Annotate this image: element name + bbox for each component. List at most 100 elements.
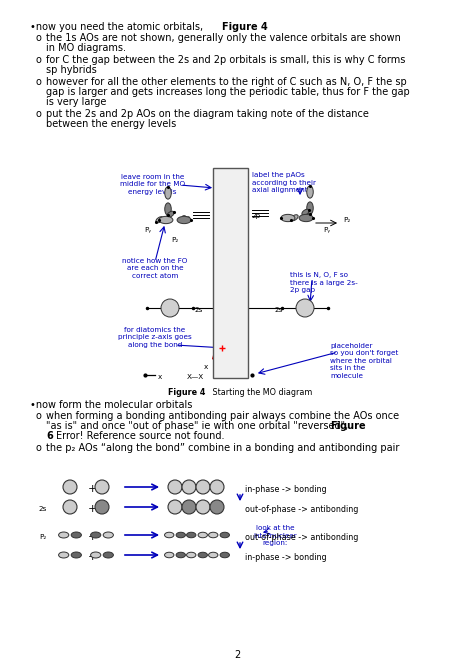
Circle shape xyxy=(210,500,224,514)
Text: placeholder
so you don't forget
where the orbital
sits in the
molecule: placeholder so you don't forget where th… xyxy=(330,343,398,379)
Text: +: + xyxy=(88,532,97,542)
Text: in-phase -> bonding: in-phase -> bonding xyxy=(245,484,327,494)
Text: o: o xyxy=(36,109,42,119)
Ellipse shape xyxy=(164,552,174,557)
Ellipse shape xyxy=(220,532,229,538)
Text: look at the
internuclear
region:: look at the internuclear region: xyxy=(253,525,297,546)
Text: Pₓ: Pₓ xyxy=(164,188,172,194)
Text: sp hybrids: sp hybrids xyxy=(46,65,97,75)
Text: notice how the FO
are each on the
correct atom: notice how the FO are each on the correc… xyxy=(122,258,188,279)
Text: out-of-phase -> antibonding: out-of-phase -> antibonding xyxy=(245,505,358,513)
Text: this is N, O, F so
there is a large 2s-
2p gap: this is N, O, F so there is a large 2s- … xyxy=(290,272,358,293)
Text: 2p: 2p xyxy=(251,213,260,219)
Text: x—: x— xyxy=(230,374,241,380)
Text: •now you need the atomic orbitals,: •now you need the atomic orbitals, xyxy=(30,22,206,32)
Text: P₂: P₂ xyxy=(39,534,46,540)
Ellipse shape xyxy=(302,209,309,215)
Text: 6: 6 xyxy=(46,431,53,441)
Ellipse shape xyxy=(165,187,171,199)
Text: Pᵧ: Pᵧ xyxy=(145,227,152,233)
Circle shape xyxy=(168,480,182,494)
Bar xyxy=(213,168,248,378)
Ellipse shape xyxy=(71,552,82,558)
Text: between the energy levels: between the energy levels xyxy=(46,119,176,129)
Text: y: y xyxy=(224,328,228,334)
Text: 2s: 2s xyxy=(274,307,283,313)
Text: when forming a bonding antibonding pair always combine the AOs once: when forming a bonding antibonding pair … xyxy=(46,411,399,421)
Circle shape xyxy=(182,480,196,494)
Ellipse shape xyxy=(167,211,174,217)
Text: is very large: is very large xyxy=(46,97,106,107)
Circle shape xyxy=(63,480,77,494)
Text: for C the gap between the 2s and 2p orbitals is small, this is why C forms: for C the gap between the 2s and 2p orbi… xyxy=(46,55,405,65)
Text: +: + xyxy=(88,504,97,514)
Text: o: o xyxy=(36,55,42,65)
Ellipse shape xyxy=(209,552,218,557)
Text: X—X: X—X xyxy=(186,374,204,380)
Ellipse shape xyxy=(103,552,113,558)
Circle shape xyxy=(168,500,182,514)
Ellipse shape xyxy=(220,552,229,557)
Circle shape xyxy=(95,500,109,514)
Ellipse shape xyxy=(165,203,171,215)
Ellipse shape xyxy=(159,216,173,224)
Ellipse shape xyxy=(307,202,313,214)
Ellipse shape xyxy=(299,214,313,222)
Text: Error! Reference source not found.: Error! Reference source not found. xyxy=(56,431,225,441)
Ellipse shape xyxy=(198,532,208,538)
Text: in MO diagrams.: in MO diagrams. xyxy=(46,43,126,53)
Text: label the pAOs
according to their
axial alignment: label the pAOs according to their axial … xyxy=(252,172,316,193)
Text: out-of-phase -> antibonding: out-of-phase -> antibonding xyxy=(245,533,358,541)
Ellipse shape xyxy=(176,532,185,538)
Text: gap is larger and gets increases long the periodic table, thus for F the gap: gap is larger and gets increases long th… xyxy=(46,87,410,97)
Text: o: o xyxy=(36,443,42,453)
Ellipse shape xyxy=(281,214,295,222)
Text: 2: 2 xyxy=(234,650,240,660)
Text: 2s: 2s xyxy=(39,506,47,512)
Ellipse shape xyxy=(59,532,69,538)
Text: P₂: P₂ xyxy=(343,217,350,223)
Circle shape xyxy=(296,299,314,317)
Ellipse shape xyxy=(91,532,101,538)
Ellipse shape xyxy=(156,216,163,223)
Ellipse shape xyxy=(164,532,174,538)
Ellipse shape xyxy=(91,552,101,558)
Ellipse shape xyxy=(71,532,82,538)
Circle shape xyxy=(95,480,109,494)
Ellipse shape xyxy=(187,552,196,557)
Text: "as is" and once "out of phase" ie with one orbital "reversed",: "as is" and once "out of phase" ie with … xyxy=(46,421,351,431)
Text: +: + xyxy=(88,552,97,562)
Text: Pᵧ: Pᵧ xyxy=(323,227,330,233)
Ellipse shape xyxy=(307,186,313,198)
Text: •now form the molecular orbitals: •now form the molecular orbitals xyxy=(30,400,192,410)
Text: for diatomics the
principle z-axis goes
along the bond: for diatomics the principle z-axis goes … xyxy=(118,327,192,348)
Text: in-phase -> bonding: in-phase -> bonding xyxy=(245,553,327,561)
Circle shape xyxy=(210,480,224,494)
Circle shape xyxy=(63,500,77,514)
Ellipse shape xyxy=(176,552,185,557)
Text: Figure 4: Figure 4 xyxy=(222,22,268,32)
Text: +: + xyxy=(88,484,97,494)
Text: Figure: Figure xyxy=(330,421,365,431)
Text: 2s: 2s xyxy=(194,307,202,313)
Text: o: o xyxy=(36,33,42,43)
Text: o: o xyxy=(36,411,42,421)
Ellipse shape xyxy=(103,532,113,538)
Circle shape xyxy=(196,500,210,514)
Text: x: x xyxy=(158,374,162,380)
Text: x: x xyxy=(204,364,208,370)
Text: 2p: 2p xyxy=(182,215,191,221)
Ellipse shape xyxy=(177,216,191,224)
Ellipse shape xyxy=(187,532,196,538)
Text: P₂: P₂ xyxy=(172,237,179,243)
Ellipse shape xyxy=(198,552,208,557)
Circle shape xyxy=(161,299,179,317)
Ellipse shape xyxy=(209,532,218,538)
Ellipse shape xyxy=(59,552,69,558)
Text: o: o xyxy=(36,77,42,87)
Text: leave room in the
middle for the MO
energy levels: leave room in the middle for the MO ener… xyxy=(120,174,185,195)
Text: put the 2s and 2p AOs on the diagram taking note of the distance: put the 2s and 2p AOs on the diagram tak… xyxy=(46,109,369,119)
Ellipse shape xyxy=(291,214,298,221)
Text: z: z xyxy=(244,347,248,353)
Text: Starting the MO diagram: Starting the MO diagram xyxy=(210,388,312,397)
